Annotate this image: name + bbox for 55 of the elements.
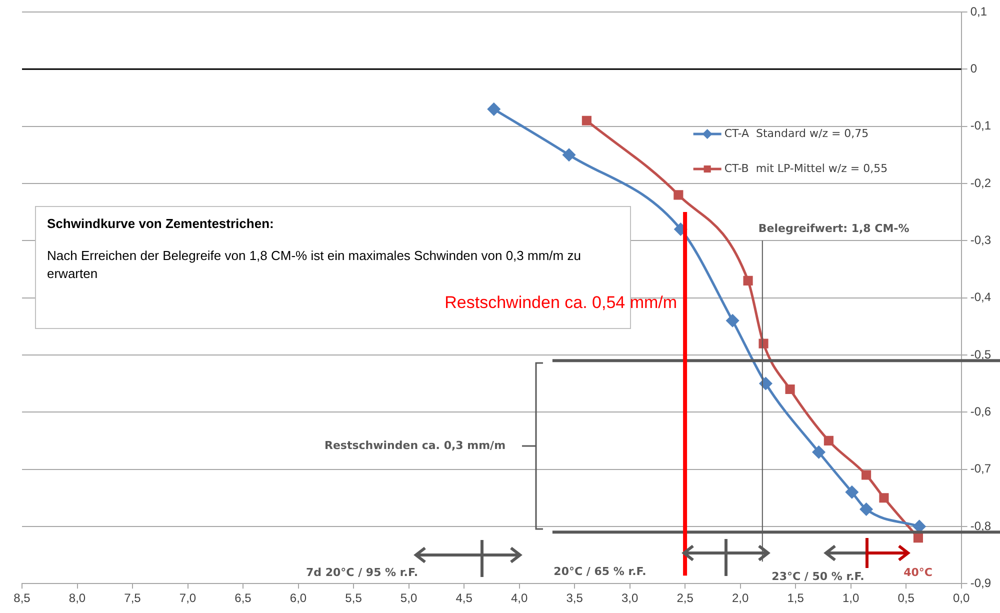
x-tick-label: 3,5 xyxy=(566,591,584,606)
point xyxy=(562,148,576,162)
legend-label: CT-B mit LP-Mittel w/z = 0,55 xyxy=(724,162,888,175)
x-tick-label: 2,5 xyxy=(676,591,694,606)
y-tick-label: -0,2 xyxy=(970,176,992,190)
point xyxy=(743,276,753,286)
point xyxy=(913,533,924,543)
point xyxy=(726,314,739,327)
y-tick-label: -0,3 xyxy=(970,232,992,247)
point xyxy=(582,116,592,126)
x-tick-label: 5,5 xyxy=(345,591,362,606)
y-tick-label: 0,1 xyxy=(970,4,988,18)
text: Schwindkurve von Zementestrichen: xyxy=(47,216,274,231)
x-tick-label: 7,5 xyxy=(124,591,142,606)
x-tick-label: 7,0 xyxy=(179,591,196,606)
x-tick-label: 0,5 xyxy=(898,591,915,606)
y-tick-label: -0,1 xyxy=(970,118,992,133)
x-tick-label: 0,0 xyxy=(952,591,970,606)
ref-line-label: Belegreifwert: 1,8 CM-% xyxy=(758,222,910,235)
x-tick-label: 3,0 xyxy=(621,591,638,606)
y-tick-label: -0,5 xyxy=(970,347,992,362)
y-tick-label: -0,8 xyxy=(970,518,992,533)
ref-line-label: Restschwinden ca. 0,54 mm/m xyxy=(444,293,678,312)
annotation: Restschwinden ca. 0,3 mm/m xyxy=(324,438,506,452)
point xyxy=(759,377,772,390)
x-tick-label: 6,5 xyxy=(234,591,252,606)
x-tick-label: 8,0 xyxy=(68,591,86,606)
x-tick-label: 5,0 xyxy=(400,591,418,606)
text: Nach Erreichen der Belegreife von 1,8 CM-% ist ein maximales Schwinden von 0,3 mm/m zu erwarten xyxy=(47,248,581,281)
annotation: 20°C / 65 % r.F. xyxy=(554,564,646,578)
x-tick-label: 2,0 xyxy=(732,591,749,606)
point xyxy=(860,503,873,516)
point xyxy=(785,384,795,394)
point xyxy=(488,102,500,116)
x-tick-label: 4,0 xyxy=(510,591,528,606)
annotation: 7d 20°C / 95 % r.F. xyxy=(306,566,418,579)
y-tick-label: 0 xyxy=(970,61,978,76)
x-tick-label: 6,0 xyxy=(290,591,307,606)
point xyxy=(824,436,834,446)
y-tick-label: -0,7 xyxy=(970,462,992,476)
x-tick-label: 1,5 xyxy=(787,591,804,606)
annotation: 40°C xyxy=(904,566,932,579)
y-tick-label: -0,9 xyxy=(970,576,992,590)
point xyxy=(862,470,872,480)
point xyxy=(812,446,826,458)
point xyxy=(846,486,858,498)
x-tick-label: 1,0 xyxy=(842,591,860,606)
x-tick-label: 8,5 xyxy=(14,591,31,606)
point xyxy=(879,493,889,503)
x-tick-label: 4,5 xyxy=(456,591,473,606)
y-tick-label: -0,4 xyxy=(970,290,992,304)
legend-label: CT-A Standard w/z = 0,75 xyxy=(724,126,869,140)
point xyxy=(674,190,684,200)
y-tick-label: -0,6 xyxy=(970,404,992,418)
annotation: 23°C / 50 % r.F. xyxy=(772,570,864,583)
